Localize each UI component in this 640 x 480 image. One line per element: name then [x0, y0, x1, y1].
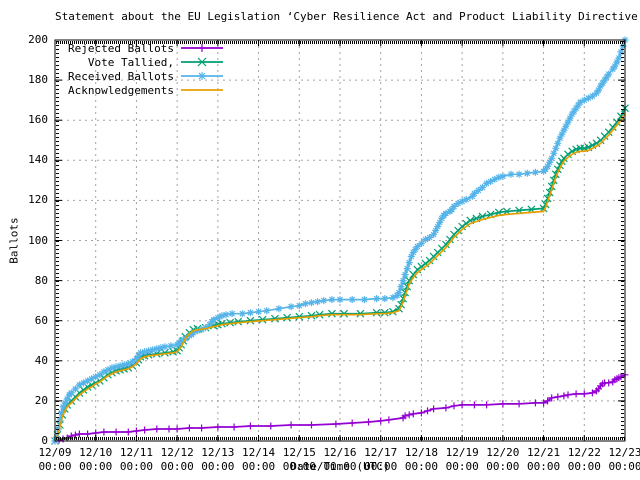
x-minor-ticks-bottom	[56, 437, 625, 440]
x-tick-label: 12/22 00:00	[567, 446, 601, 473]
x-tick-label: 12/12 00:00	[160, 446, 194, 473]
y-tick-label: 0	[41, 434, 48, 447]
y-tick-label: 160	[28, 113, 48, 127]
y-minor-ticks-left	[56, 41, 59, 440]
y-tick-label: 200	[28, 33, 48, 46]
legend-item-vote-tallied: Vote Tallied,	[58, 55, 224, 69]
legend-label: Acknowledgements	[68, 83, 174, 97]
y-tick-label: 60	[34, 313, 48, 327]
y-tick-label: 120	[28, 193, 48, 207]
y-axis-label: Ballots	[7, 217, 21, 264]
y-tick-label: 140	[28, 153, 48, 167]
y-tick-label: 100	[28, 233, 48, 247]
x-tick-label: 12/21 00:00	[527, 446, 561, 473]
x-tick-label: 12/10 00:00	[79, 446, 113, 473]
legend-item-rejected-ballots: Rejected Ballots	[58, 41, 224, 55]
acknowledgements-line	[54, 112, 626, 442]
legend-plus-marker-sample	[180, 42, 224, 54]
chart-title: Statement about the EU Legislation ‘Cybe…	[55, 10, 640, 23]
legend-star-marker-sample	[180, 70, 224, 82]
legend: Rejected Ballots Vote Tallied, Received Ba…	[58, 41, 224, 97]
y-tick-label: 40	[34, 353, 48, 367]
legend-item-received-ballots: Received Ballots	[58, 69, 224, 83]
series-vote-tallied	[51, 104, 629, 445]
y-tick-label: 180	[28, 73, 48, 87]
legend-item-acknowledgements: Acknowledgements	[58, 83, 224, 97]
legend-cross-marker-sample	[180, 56, 224, 68]
x-tick-label: 12/23 00:00	[608, 446, 640, 473]
y-tick-label: 20	[34, 393, 48, 407]
legend-label: Rejected Ballots	[68, 41, 174, 55]
x-axis-label: Date/Time (UTC)	[290, 460, 390, 473]
x-tick-label: 12/20 00:00	[486, 446, 520, 473]
y-tick-label: 80	[34, 273, 48, 287]
x-tick-label: 12/19 00:00	[445, 446, 479, 473]
y-minor-ticks-right	[621, 41, 624, 440]
x-tick-label: 12/17 00:00	[364, 446, 398, 473]
legend-label: Vote Tallied,	[87, 55, 174, 69]
x-minor-ticks-top	[56, 41, 625, 44]
x-tick-label: 12/15 00:00	[282, 446, 316, 473]
x-tick-label: 12/14 00:00	[242, 446, 276, 473]
x-tick-label: 12/13 00:00	[201, 446, 235, 473]
x-tick-label: 12/18 00:00	[404, 446, 438, 473]
x-tick-label: 12/16 00:00	[323, 446, 357, 473]
series-acknowledgements	[54, 112, 626, 442]
x-tick-label: 12/11 00:00	[119, 446, 153, 473]
legend-none-marker-sample	[180, 84, 224, 96]
x-tick-label: 12/09 00:00	[38, 446, 72, 473]
legend-label: Received Ballots	[68, 69, 174, 83]
